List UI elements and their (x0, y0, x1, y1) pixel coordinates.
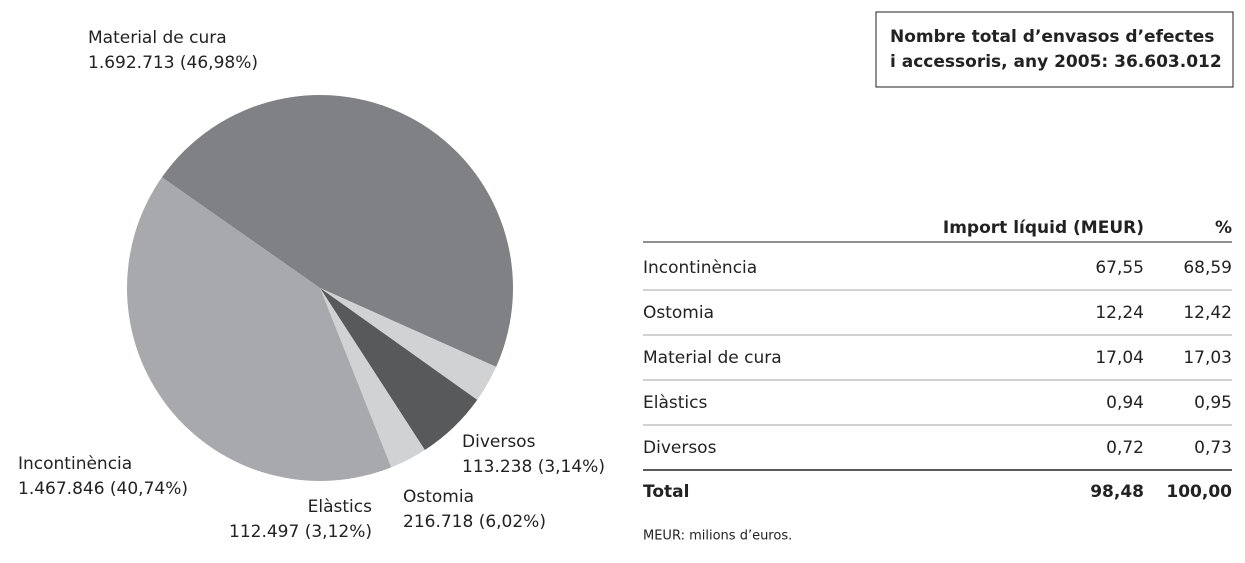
slice-value-label: 113.238 (3,14%) (462, 457, 605, 477)
info-box-line: i accessoris, any 2005: 36.603.012 (890, 52, 1222, 72)
table-cell: 12,42 (1183, 303, 1232, 323)
pie-slice (320, 288, 497, 400)
slice-label: Incontinència (18, 454, 132, 474)
table-cell: Diversos (643, 438, 717, 458)
table-cell: Ostomia (643, 303, 714, 323)
info-box-line: Nombre total d’envasos d’efectes (890, 27, 1214, 47)
pie-slice (161, 95, 513, 367)
table-total: 100,00 (1166, 482, 1232, 502)
table-cell: 0,95 (1194, 393, 1232, 413)
table-cell: 0,73 (1194, 438, 1232, 458)
table-cell: 12,24 (1095, 303, 1144, 323)
table-header: Import líquid (MEUR) (943, 218, 1144, 238)
table-cell: 17,03 (1183, 348, 1232, 368)
slice-value-label: 1.467.846 (40,74%) (18, 479, 188, 499)
slice-label: Ostomia (403, 487, 474, 507)
table-header: % (1215, 218, 1232, 238)
slice-value-label: 112.497 (3,12%) (229, 522, 372, 542)
table-cell: 0,72 (1106, 438, 1144, 458)
table-cell: Elàstics (643, 393, 707, 413)
pie-slice (320, 288, 425, 468)
table-total: Total (643, 482, 689, 502)
table-cell: 67,55 (1095, 258, 1144, 278)
slice-value-label: 1.692.713 (46,98%) (88, 53, 258, 73)
pie-slice (320, 288, 478, 451)
table-cell: 68,59 (1183, 258, 1232, 278)
table-cell: Incontinència (643, 258, 757, 278)
table-cell: Material de cura (643, 348, 782, 368)
info-box (875, 11, 1234, 88)
table-cell: 17,04 (1095, 348, 1144, 368)
slice-value-label: 216.718 (6,02%) (403, 512, 546, 532)
table-note: MEUR: milions d’euros. (643, 529, 792, 544)
table-cell: 0,94 (1106, 393, 1144, 413)
pie-slice (127, 177, 392, 481)
slice-label: Elàstics (308, 497, 372, 517)
table-total: 98,48 (1090, 482, 1144, 502)
slice-label: Diversos (462, 432, 536, 452)
slice-label: Material de cura (88, 28, 227, 48)
